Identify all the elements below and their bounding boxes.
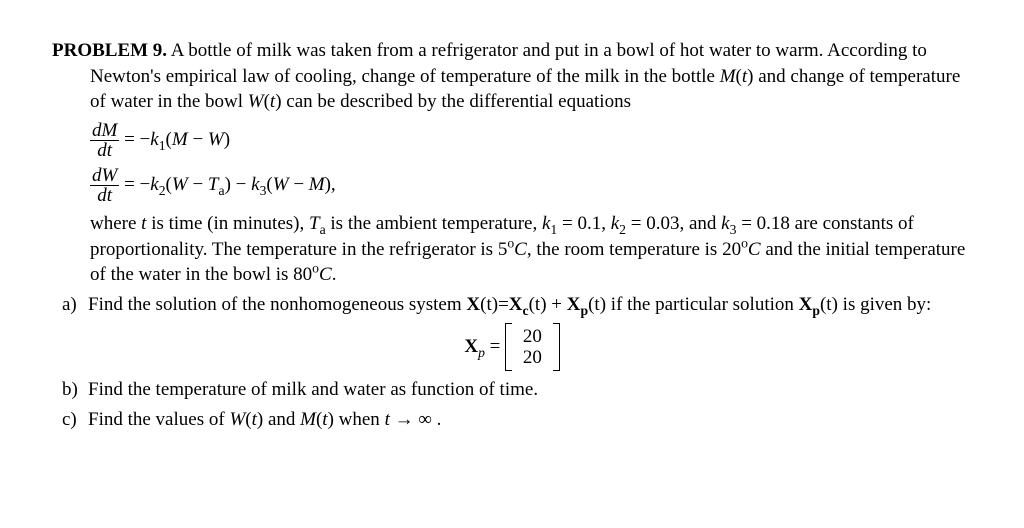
frac-den: dt (90, 185, 119, 205)
problem-heading: PROBLEM 9. A bottle of milk was taken fr… (90, 38, 972, 115)
equation-2: dW dt = −k2(W − Ta) − k3(W − M), (90, 166, 972, 205)
bracket-left-icon (505, 323, 512, 371)
frac-num: dM (90, 121, 119, 140)
part-c: c)Find the values of W(t) and M(t) when … (62, 407, 972, 433)
frac-den: dt (90, 140, 119, 160)
part-label: a) (62, 292, 88, 318)
eq1-rhs: = −k1(M − W) (124, 129, 230, 150)
where-clause: where t is time (in minutes), Ta is the … (90, 211, 972, 288)
part-label: c) (62, 407, 88, 433)
fraction-dw-dt: dW dt (90, 166, 119, 205)
problem-intro: A bottle of milk was taken from a refrig… (90, 40, 960, 112)
matrix-cell: 20 (523, 347, 542, 369)
frac-num: dW (90, 166, 119, 185)
eq2-rhs: = −k2(W − Ta) − k3(W − M), (124, 174, 336, 195)
equation-1: dM dt = −k1(M − W) (90, 121, 972, 160)
xp-lhs: Xp = (464, 336, 505, 357)
fraction-dm-dt: dM dt (90, 121, 119, 160)
matrix-cell: 20 (523, 326, 542, 348)
part-b-text: Find the temperature of milk and water a… (88, 379, 538, 400)
bracket-right-icon (553, 323, 560, 371)
xp-matrix: Xp = 20 20 (392, 323, 632, 371)
part-c-text: Find the values of W(t) and M(t) when t … (88, 409, 441, 430)
part-a: a)Find the solution of the nonhomogeneou… (62, 292, 972, 318)
part-a-text: Find the solution of the nonhomogeneous … (88, 294, 931, 315)
part-b: b)Find the temperature of milk and water… (62, 377, 972, 403)
matrix-column: 20 20 (517, 324, 548, 372)
part-label: b) (62, 377, 88, 403)
problem-number: PROBLEM 9. (52, 40, 167, 61)
